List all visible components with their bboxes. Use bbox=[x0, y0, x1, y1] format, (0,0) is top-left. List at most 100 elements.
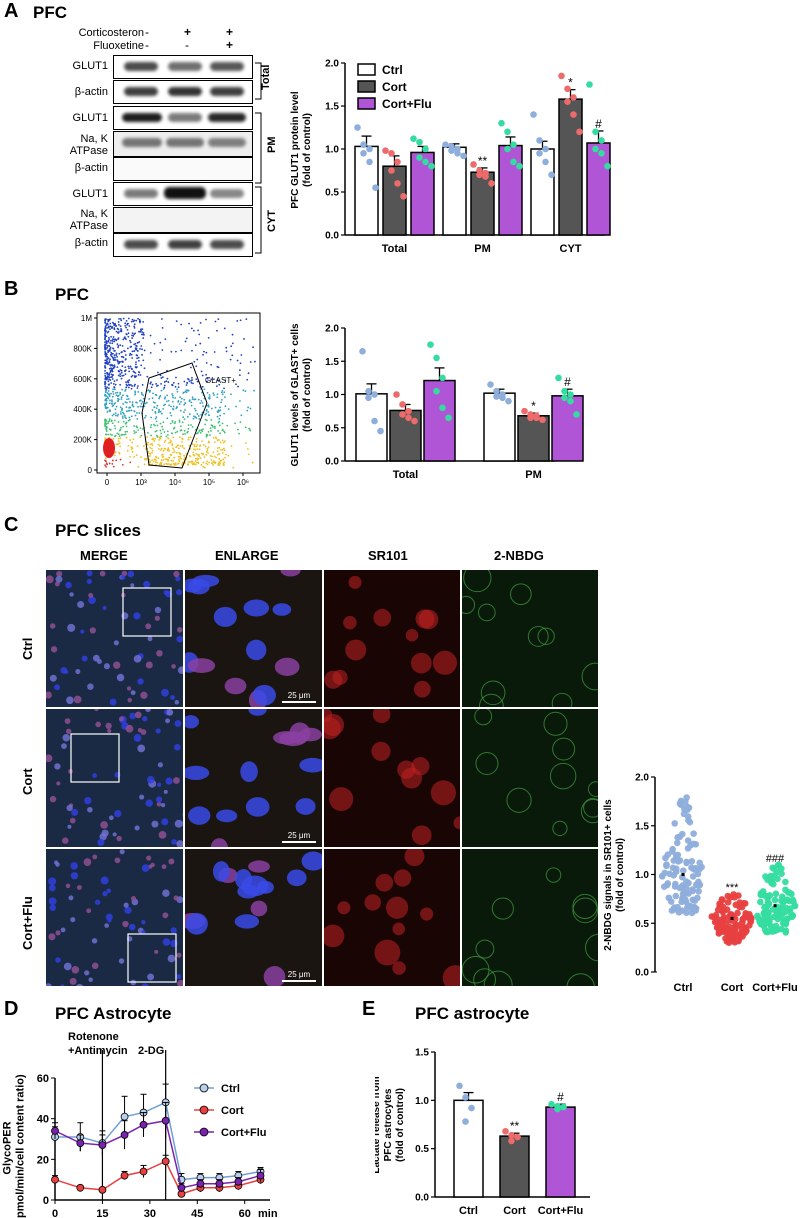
blot-cyt-atpase bbox=[113, 207, 253, 233]
scale-bar: 25 μm bbox=[282, 691, 316, 703]
data-point bbox=[683, 859, 690, 867]
x-category-label: Cort+Flu bbox=[752, 982, 798, 994]
cell bbox=[418, 609, 439, 630]
data-point bbox=[405, 407, 412, 415]
cell bbox=[413, 680, 431, 698]
data-point bbox=[360, 150, 367, 157]
gate-label: GLAST+ bbox=[205, 376, 236, 385]
cell bbox=[162, 912, 169, 919]
data-point bbox=[676, 857, 684, 864]
data-point bbox=[460, 152, 467, 160]
chart-E-y-tick-label: 0.5 bbox=[415, 1144, 429, 1155]
data-point bbox=[416, 154, 423, 161]
data-point bbox=[488, 180, 495, 187]
legend-swatch-1 bbox=[357, 80, 376, 93]
cell bbox=[410, 652, 432, 674]
cell bbox=[235, 868, 253, 890]
chart-A-y-tick-label: 2.0 bbox=[325, 59, 339, 70]
cell bbox=[160, 802, 166, 808]
data-point bbox=[234, 1177, 243, 1186]
scale-bar-label: 25 μm bbox=[287, 970, 311, 979]
chart-b-ylabel-line: (fold of control) bbox=[302, 358, 313, 432]
cell bbox=[474, 709, 493, 726]
cell bbox=[69, 977, 77, 985]
flow-x-tick-label: 10³ bbox=[135, 478, 147, 487]
cell bbox=[122, 920, 129, 928]
chart-e-ylabel-line: Lactate release from bbox=[375, 1076, 382, 1173]
data-point bbox=[758, 890, 765, 898]
data-point bbox=[691, 905, 699, 912]
data-point bbox=[723, 906, 731, 913]
data-point bbox=[476, 171, 483, 179]
data-point bbox=[684, 813, 692, 820]
data-point bbox=[51, 1126, 59, 1135]
chart-d-y-tick-label: 20 bbox=[37, 1154, 49, 1166]
cell bbox=[170, 927, 177, 934]
data-point bbox=[354, 124, 361, 131]
data-point bbox=[755, 914, 762, 922]
cell bbox=[125, 724, 134, 733]
data-point bbox=[685, 890, 692, 897]
sign-r2-c3: + bbox=[226, 38, 234, 52]
cell bbox=[176, 840, 183, 847]
cell bbox=[94, 709, 99, 712]
cell bbox=[76, 885, 82, 891]
cell bbox=[70, 862, 78, 870]
x-category-label: Cort+Flu bbox=[538, 1205, 584, 1217]
cell bbox=[372, 709, 391, 724]
cell bbox=[88, 592, 94, 598]
cell bbox=[475, 939, 495, 959]
cell bbox=[566, 973, 595, 986]
cell bbox=[86, 908, 92, 914]
data-point bbox=[499, 394, 506, 402]
blot-label-pm-glut1: GLUT1 bbox=[72, 112, 108, 124]
mean-marker bbox=[730, 916, 734, 920]
data-point bbox=[493, 393, 500, 400]
chart-d: 0 20 40 60 0 15 30 45 60 min GlycoPER (pmol/min/cel… bbox=[2, 1031, 278, 1218]
cell bbox=[137, 744, 146, 753]
data-point bbox=[533, 414, 540, 422]
chart-d-x-tick-label: 60 bbox=[239, 1208, 251, 1218]
data-point bbox=[382, 147, 389, 155]
data-point bbox=[671, 883, 679, 890]
data-point bbox=[570, 111, 577, 118]
data-point bbox=[742, 912, 749, 920]
chart-d-x-tick-label: 30 bbox=[144, 1208, 156, 1218]
cell bbox=[161, 864, 167, 870]
cell bbox=[55, 957, 61, 963]
micro-cort-2-nbdg bbox=[462, 709, 600, 849]
data-point bbox=[139, 1120, 148, 1129]
data-point bbox=[713, 918, 720, 926]
cell bbox=[100, 876, 109, 885]
data-point bbox=[771, 872, 778, 879]
cell bbox=[143, 580, 151, 588]
cell bbox=[174, 720, 182, 727]
data-point bbox=[712, 911, 720, 919]
chart-B-y-tick-label: 1.0 bbox=[325, 390, 339, 401]
cell bbox=[46, 691, 52, 699]
data-point bbox=[427, 341, 434, 348]
cell bbox=[119, 716, 124, 722]
cell bbox=[84, 970, 90, 976]
cell bbox=[491, 897, 514, 920]
cell bbox=[545, 867, 562, 883]
data-point bbox=[689, 873, 697, 880]
cell bbox=[256, 880, 274, 894]
cell bbox=[116, 835, 122, 842]
data-point bbox=[539, 416, 546, 424]
cell bbox=[324, 713, 345, 737]
data-point bbox=[672, 852, 680, 859]
significance-mark: # bbox=[557, 1090, 564, 1104]
flow-y-tick-label: 0 bbox=[88, 466, 93, 475]
cell bbox=[298, 727, 322, 742]
cell bbox=[158, 830, 167, 839]
bar-total-cortflu bbox=[410, 151, 435, 236]
cell bbox=[91, 938, 98, 944]
cell bbox=[165, 590, 172, 598]
cell bbox=[77, 600, 85, 608]
blot-label-total-glut1: GLUT1 bbox=[72, 60, 108, 72]
cell bbox=[46, 754, 53, 763]
data-point bbox=[731, 933, 739, 941]
data-point bbox=[366, 145, 373, 153]
cell bbox=[69, 817, 76, 824]
